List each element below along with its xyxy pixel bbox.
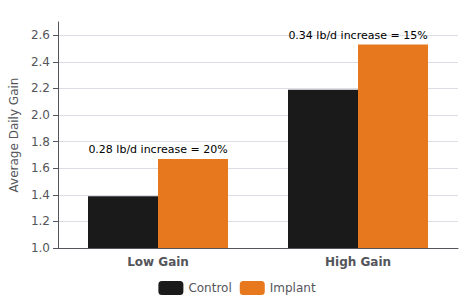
- svg-text:1.2: 1.2: [31, 214, 50, 228]
- svg-text:Implant: Implant: [270, 281, 316, 295]
- svg-text:Control: Control: [188, 281, 231, 295]
- svg-text:0.28 lb/d increase = 20%: 0.28 lb/d increase = 20%: [88, 143, 227, 156]
- svg-text:0.34 lb/d increase = 15%: 0.34 lb/d increase = 15%: [288, 29, 427, 42]
- svg-text:2.6: 2.6: [31, 28, 50, 42]
- svg-text:1.4: 1.4: [31, 188, 50, 202]
- svg-text:2.4: 2.4: [31, 55, 50, 69]
- svg-text:1.0: 1.0: [31, 241, 50, 255]
- svg-text:High Gain: High Gain: [325, 255, 391, 269]
- svg-text:2.2: 2.2: [31, 81, 50, 95]
- svg-text:2.0: 2.0: [31, 108, 50, 122]
- svg-text:1.8: 1.8: [31, 135, 50, 149]
- svg-text:1.6: 1.6: [31, 161, 50, 175]
- svg-text:Average Daily Gain: Average Daily Gain: [7, 78, 21, 193]
- svg-text:Low Gain: Low Gain: [127, 255, 189, 269]
